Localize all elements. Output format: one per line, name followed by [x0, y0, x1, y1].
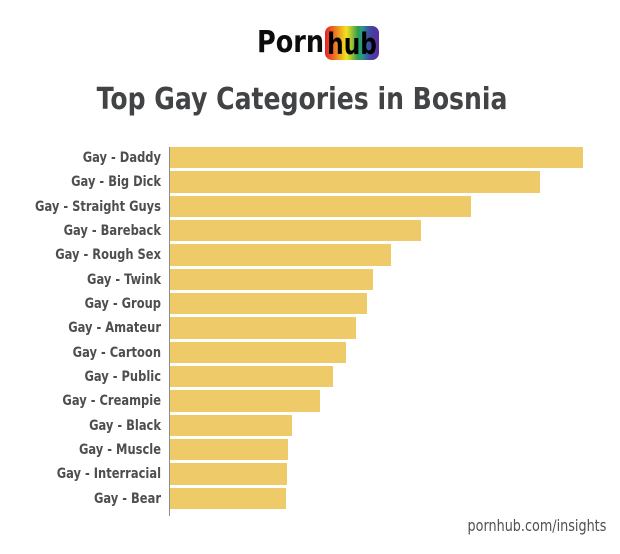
category-label: Gay - Bear — [93, 490, 161, 507]
bar-row: Gay - Twink — [0, 268, 620, 291]
category-label: Gay - Muscle — [78, 441, 161, 458]
category-label: Gay - Rough Sex — [55, 247, 162, 264]
bar-row: Gay - Straight Guys — [0, 195, 620, 218]
bar-gay-straight-guys — [170, 195, 471, 218]
category-label: Gay - Daddy — [82, 150, 161, 166]
footer-url: pornhub.com/insights — [467, 516, 606, 535]
bar-row: Gay - Bareback — [0, 219, 620, 242]
category-label: Gay - Amateur — [68, 320, 161, 337]
category-label: Gay - Interracial — [56, 466, 161, 483]
bar-gay-public — [170, 365, 334, 388]
bar-gay-twink — [170, 268, 373, 291]
category-label: Gay - Twink — [87, 271, 161, 288]
bar-gay-amateur — [170, 317, 356, 339]
logo-hub-text: hub — [327, 27, 377, 61]
logo-porn-text: Porn — [257, 25, 325, 60]
bar-gay-daddy — [170, 147, 583, 169]
category-label: Gay - Bareback — [63, 222, 161, 239]
bar-gay-interracial — [170, 463, 288, 485]
category-label: Gay - Straight Guys — [35, 198, 162, 215]
bar-row: Gay - Muscle — [0, 438, 620, 461]
bar-gay-cartoon — [170, 341, 346, 364]
bar-row: Gay - Amateur — [0, 317, 620, 339]
category-label: Gay - Black — [89, 417, 161, 434]
logo-hub-pride-box: hub — [325, 26, 379, 60]
bar-row: Gay - Daddy — [0, 147, 620, 169]
bar-gay-muscle — [170, 438, 288, 461]
bar-row: Gay - Bear — [0, 487, 620, 509]
bar-row: Gay - Public — [0, 365, 620, 388]
category-label: Gay - Public — [84, 368, 161, 385]
bar-row: Gay - Black — [0, 414, 620, 437]
bar-gay-big-dick — [170, 171, 541, 193]
bar-gay-group — [170, 292, 368, 315]
bar-gay-creampie — [170, 390, 320, 412]
pornhub-logo: Porn hub — [0, 0, 620, 70]
bar-gay-bear — [170, 487, 286, 509]
bar-gay-rough-sex — [170, 244, 391, 266]
bar-row: Gay - Rough Sex — [0, 244, 620, 266]
bar-row: Gay - Interracial — [0, 463, 620, 485]
category-label: Gay - Creampie — [62, 393, 161, 410]
bar-row: Gay - Creampie — [0, 390, 620, 412]
bar-row: Gay - Group — [0, 292, 620, 315]
category-label: Gay - Cartoon — [72, 344, 161, 361]
bar-row: Gay - Big Dick — [0, 171, 620, 193]
chart-title: Top Gay Categories in Bosnia — [96, 82, 508, 117]
bar-gay-bareback — [170, 219, 422, 242]
category-label: Gay - Big Dick — [71, 174, 161, 191]
category-label: Gay - Group — [84, 295, 161, 312]
y-axis-line — [169, 147, 170, 516]
bar-row: Gay - Cartoon — [0, 341, 620, 364]
bar-gay-black — [170, 414, 292, 437]
